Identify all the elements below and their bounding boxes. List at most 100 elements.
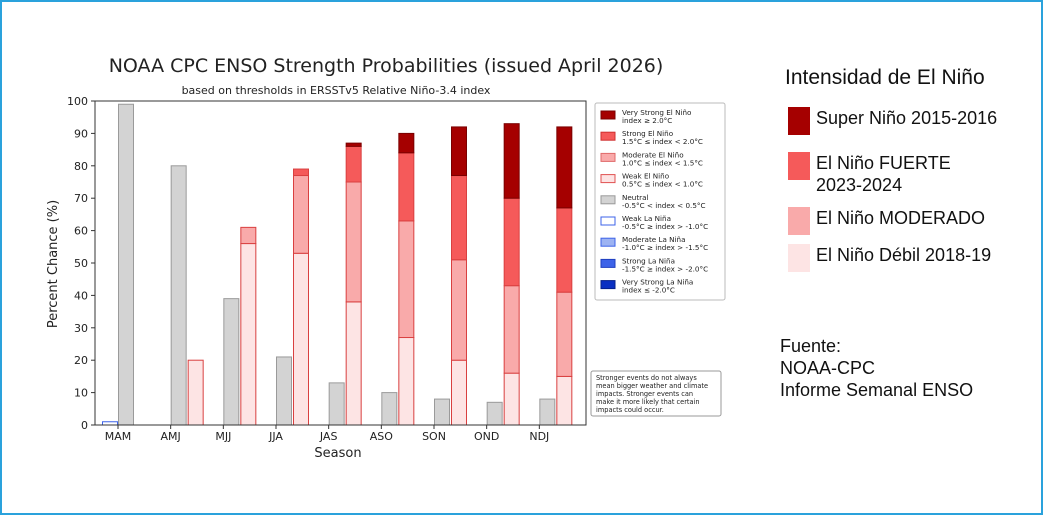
y-tick-label: 50 bbox=[74, 257, 88, 270]
elnino-bar bbox=[503, 285, 520, 374]
source-line: Fuente: bbox=[780, 336, 842, 356]
y-axis-label: Percent Chance (%) bbox=[46, 200, 61, 328]
elnino-bar bbox=[240, 243, 257, 426]
legend-swatch bbox=[600, 131, 616, 141]
source-line: Informe Semanal ENSO bbox=[780, 380, 974, 400]
note-text: impacts. Stronger events can bbox=[596, 390, 693, 398]
side-item-moderate: El Niño MODERADO bbox=[788, 207, 985, 235]
legend-label: Strong El Niño bbox=[622, 129, 673, 138]
y-tick-label: 100 bbox=[67, 95, 88, 108]
y-tick-label: 0 bbox=[81, 419, 88, 432]
x-tick-label: SON bbox=[422, 430, 446, 443]
elnino-bar bbox=[187, 359, 204, 426]
side-item-label: El Niño FUERTE 2023-2024 bbox=[816, 153, 951, 195]
legend-label: Strong La Niña bbox=[622, 256, 675, 265]
elnino-bar bbox=[503, 123, 520, 199]
side-item-label: El Niño Débil 2018-19 bbox=[816, 245, 992, 265]
elnino-bar bbox=[451, 126, 467, 177]
neutral-bar bbox=[118, 103, 134, 426]
neutral-bar bbox=[223, 298, 240, 426]
legend-range: -1.5°C ≥ index > -2.0°C bbox=[622, 264, 708, 273]
legend-label: Very Strong La Niña bbox=[622, 278, 693, 287]
elnino-bar bbox=[451, 175, 467, 261]
elnino-bar bbox=[293, 252, 309, 426]
y-tick-label: 70 bbox=[74, 192, 88, 205]
side-item-label: Super Niño 2015-2016 bbox=[816, 108, 998, 128]
source-block: Fuente: NOAA-CPC Informe Semanal ENSO bbox=[780, 335, 973, 401]
legend-box bbox=[594, 102, 726, 301]
legend-range: 1.5°C ≤ index < 2.0°C bbox=[622, 137, 703, 146]
neutral-bar bbox=[486, 401, 503, 426]
legend-label: Weak La Niña bbox=[622, 214, 671, 223]
legend-range: 1.0°C ≤ index < 1.5°C bbox=[622, 158, 703, 167]
neutral-bar bbox=[434, 398, 450, 426]
elnino-bar bbox=[293, 175, 309, 254]
elnino-bar bbox=[345, 142, 362, 147]
elnino-bar bbox=[240, 226, 257, 245]
elnino-bar bbox=[556, 207, 573, 293]
x-tick-label: JJA bbox=[268, 430, 283, 443]
y-tick-label: 30 bbox=[74, 322, 88, 335]
elnino-bar bbox=[503, 197, 520, 287]
legend-range: index ≤ -2.0°C bbox=[622, 286, 675, 295]
legend-range: 0.5°C ≤ index < 1.0°C bbox=[622, 180, 703, 189]
side-panel-title: Intensidad de El Niño bbox=[785, 66, 985, 89]
side-swatch bbox=[788, 244, 810, 272]
neutral-bar bbox=[539, 398, 556, 426]
y-tick-label: 90 bbox=[74, 127, 88, 140]
enso-chart: NOAA CPC ENSO Strength Probabilities (is… bbox=[46, 55, 726, 461]
elnino-bar bbox=[345, 301, 362, 426]
side-swatch bbox=[788, 107, 810, 135]
neutral-bar bbox=[381, 392, 398, 426]
elnino-bar bbox=[503, 372, 520, 426]
legend-range: index ≥ 2.0°C bbox=[622, 116, 672, 125]
side-item-weak: El Niño Débil 2018-19 bbox=[788, 244, 991, 272]
legend-range: -0.5°C ≥ index > -1.0°C bbox=[622, 222, 708, 231]
y-tick-label: 20 bbox=[74, 354, 88, 367]
side-item-super: Super Niño 2015-2016 bbox=[788, 107, 997, 135]
x-tick-label: OND bbox=[474, 430, 499, 443]
neutral-bar bbox=[328, 382, 345, 426]
x-axis-label: Season bbox=[314, 446, 361, 461]
note-text: mean bigger weather and climate bbox=[596, 382, 708, 390]
legend-swatch bbox=[600, 237, 616, 247]
side-item-strong: El Niño FUERTE 2023-2024 bbox=[788, 152, 951, 196]
legend-swatch bbox=[600, 110, 616, 120]
elnino-bar bbox=[556, 126, 573, 209]
y-tick-label: 10 bbox=[74, 387, 88, 400]
elnino-bar bbox=[398, 220, 415, 339]
note-text: make it more likely that certain bbox=[596, 398, 700, 406]
x-tick-label: MJJ bbox=[215, 430, 231, 443]
legend-swatch bbox=[600, 258, 616, 268]
legend-label: Weak El Niño bbox=[622, 172, 669, 181]
elnino-bar bbox=[345, 181, 362, 303]
x-tick-label: AMJ bbox=[161, 430, 181, 443]
x-tick-label: MAM bbox=[105, 430, 132, 443]
elnino-bar bbox=[398, 152, 415, 222]
y-tick-label: 80 bbox=[74, 160, 88, 173]
elnino-bar bbox=[556, 291, 573, 377]
side-swatch bbox=[788, 207, 810, 235]
elnino-bar bbox=[293, 168, 309, 177]
legend-swatch bbox=[600, 152, 616, 162]
x-tick-label: NDJ bbox=[529, 430, 549, 443]
y-tick-label: 60 bbox=[74, 225, 88, 238]
elnino-bar bbox=[451, 359, 467, 426]
note-text: Stronger events do not always bbox=[596, 374, 697, 382]
elnino-bar bbox=[345, 145, 362, 183]
neutral-bar bbox=[276, 356, 292, 426]
legend-range: -0.5°C < index < 0.5°C bbox=[622, 201, 706, 210]
legend-label: Moderate La Niña bbox=[622, 235, 686, 244]
elnino-bar bbox=[556, 375, 573, 426]
note-box bbox=[590, 370, 722, 417]
legend-swatch bbox=[600, 216, 616, 226]
elnino-bar bbox=[451, 259, 467, 361]
side-swatch bbox=[788, 152, 810, 180]
x-tick-label: JAS bbox=[319, 430, 338, 443]
neutral-bar bbox=[170, 165, 187, 426]
legend-label: Very Strong El Niño bbox=[622, 108, 691, 117]
elnino-bar bbox=[398, 337, 415, 426]
source-line: NOAA-CPC bbox=[780, 358, 876, 378]
side-item-label: El Niño MODERADO bbox=[816, 208, 986, 228]
